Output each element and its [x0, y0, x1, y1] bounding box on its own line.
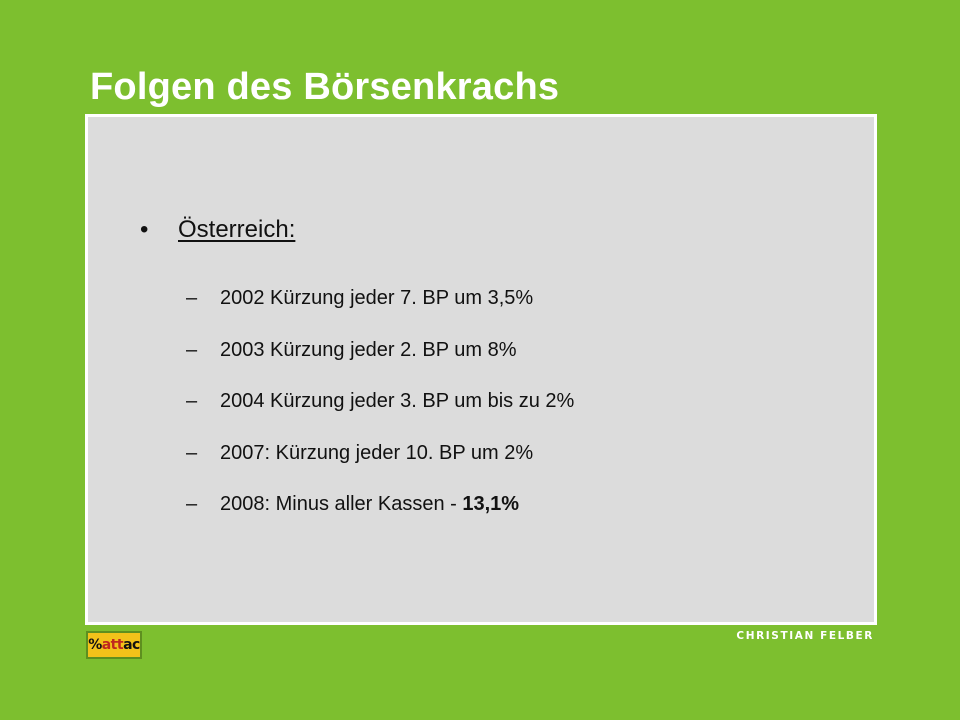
sub-item-text: 2008: Minus aller Kassen -: [220, 493, 463, 515]
dash-marker: –: [186, 441, 198, 464]
dash-marker: –: [186, 390, 198, 412]
author-name: CHRISTIAN FELBER: [736, 630, 874, 642]
dash-marker: –: [186, 493, 198, 515]
sub-item: –2003 Kürzung jeder 2. BP um 8%: [186, 337, 574, 363]
logo-text-part: att: [101, 637, 124, 653]
sub-list: –2002 Kürzung jeder 7. BP um 3,5% –2003 …: [186, 285, 574, 543]
attac-logo: % att ac: [86, 631, 142, 659]
sub-item: –2007: Kürzung jeder 10. BP um 2%: [186, 440, 574, 466]
content-panel: • Österreich: –2002 Kürzung jeder 7. BP u…: [85, 114, 877, 625]
sub-item: –2008: Minus aller Kassen - 13,1%: [186, 491, 574, 517]
sub-item-text: 2004 Kürzung jeder 3. BP um bis zu 2%: [220, 390, 575, 412]
bullet-marker: •: [140, 216, 149, 243]
sub-item: –2004 Kürzung jeder 3. BP um bis zu 2%: [186, 388, 574, 414]
logo-text-part: %: [88, 637, 102, 653]
dash-marker: –: [186, 338, 198, 361]
dash-marker: –: [186, 287, 198, 309]
bullet-text-country: Österreich:: [178, 216, 296, 243]
logo-text-part: ac: [123, 637, 140, 653]
bullet-item: • Österreich:: [140, 215, 295, 245]
sub-item-text: 2007: Kürzung jeder 10. BP um 2%: [220, 441, 534, 464]
sub-item-text: 2002 Kürzung jeder 7. BP um 3,5%: [220, 287, 534, 309]
sub-item-text: 2003 Kürzung jeder 2. BP um 8%: [220, 338, 517, 361]
sub-item-highlight-value: 13,1%: [462, 493, 520, 515]
sub-item: –2002 Kürzung jeder 7. BP um 3,5%: [186, 285, 574, 311]
slide-title: Folgen des Börsenkrachs: [90, 66, 560, 108]
